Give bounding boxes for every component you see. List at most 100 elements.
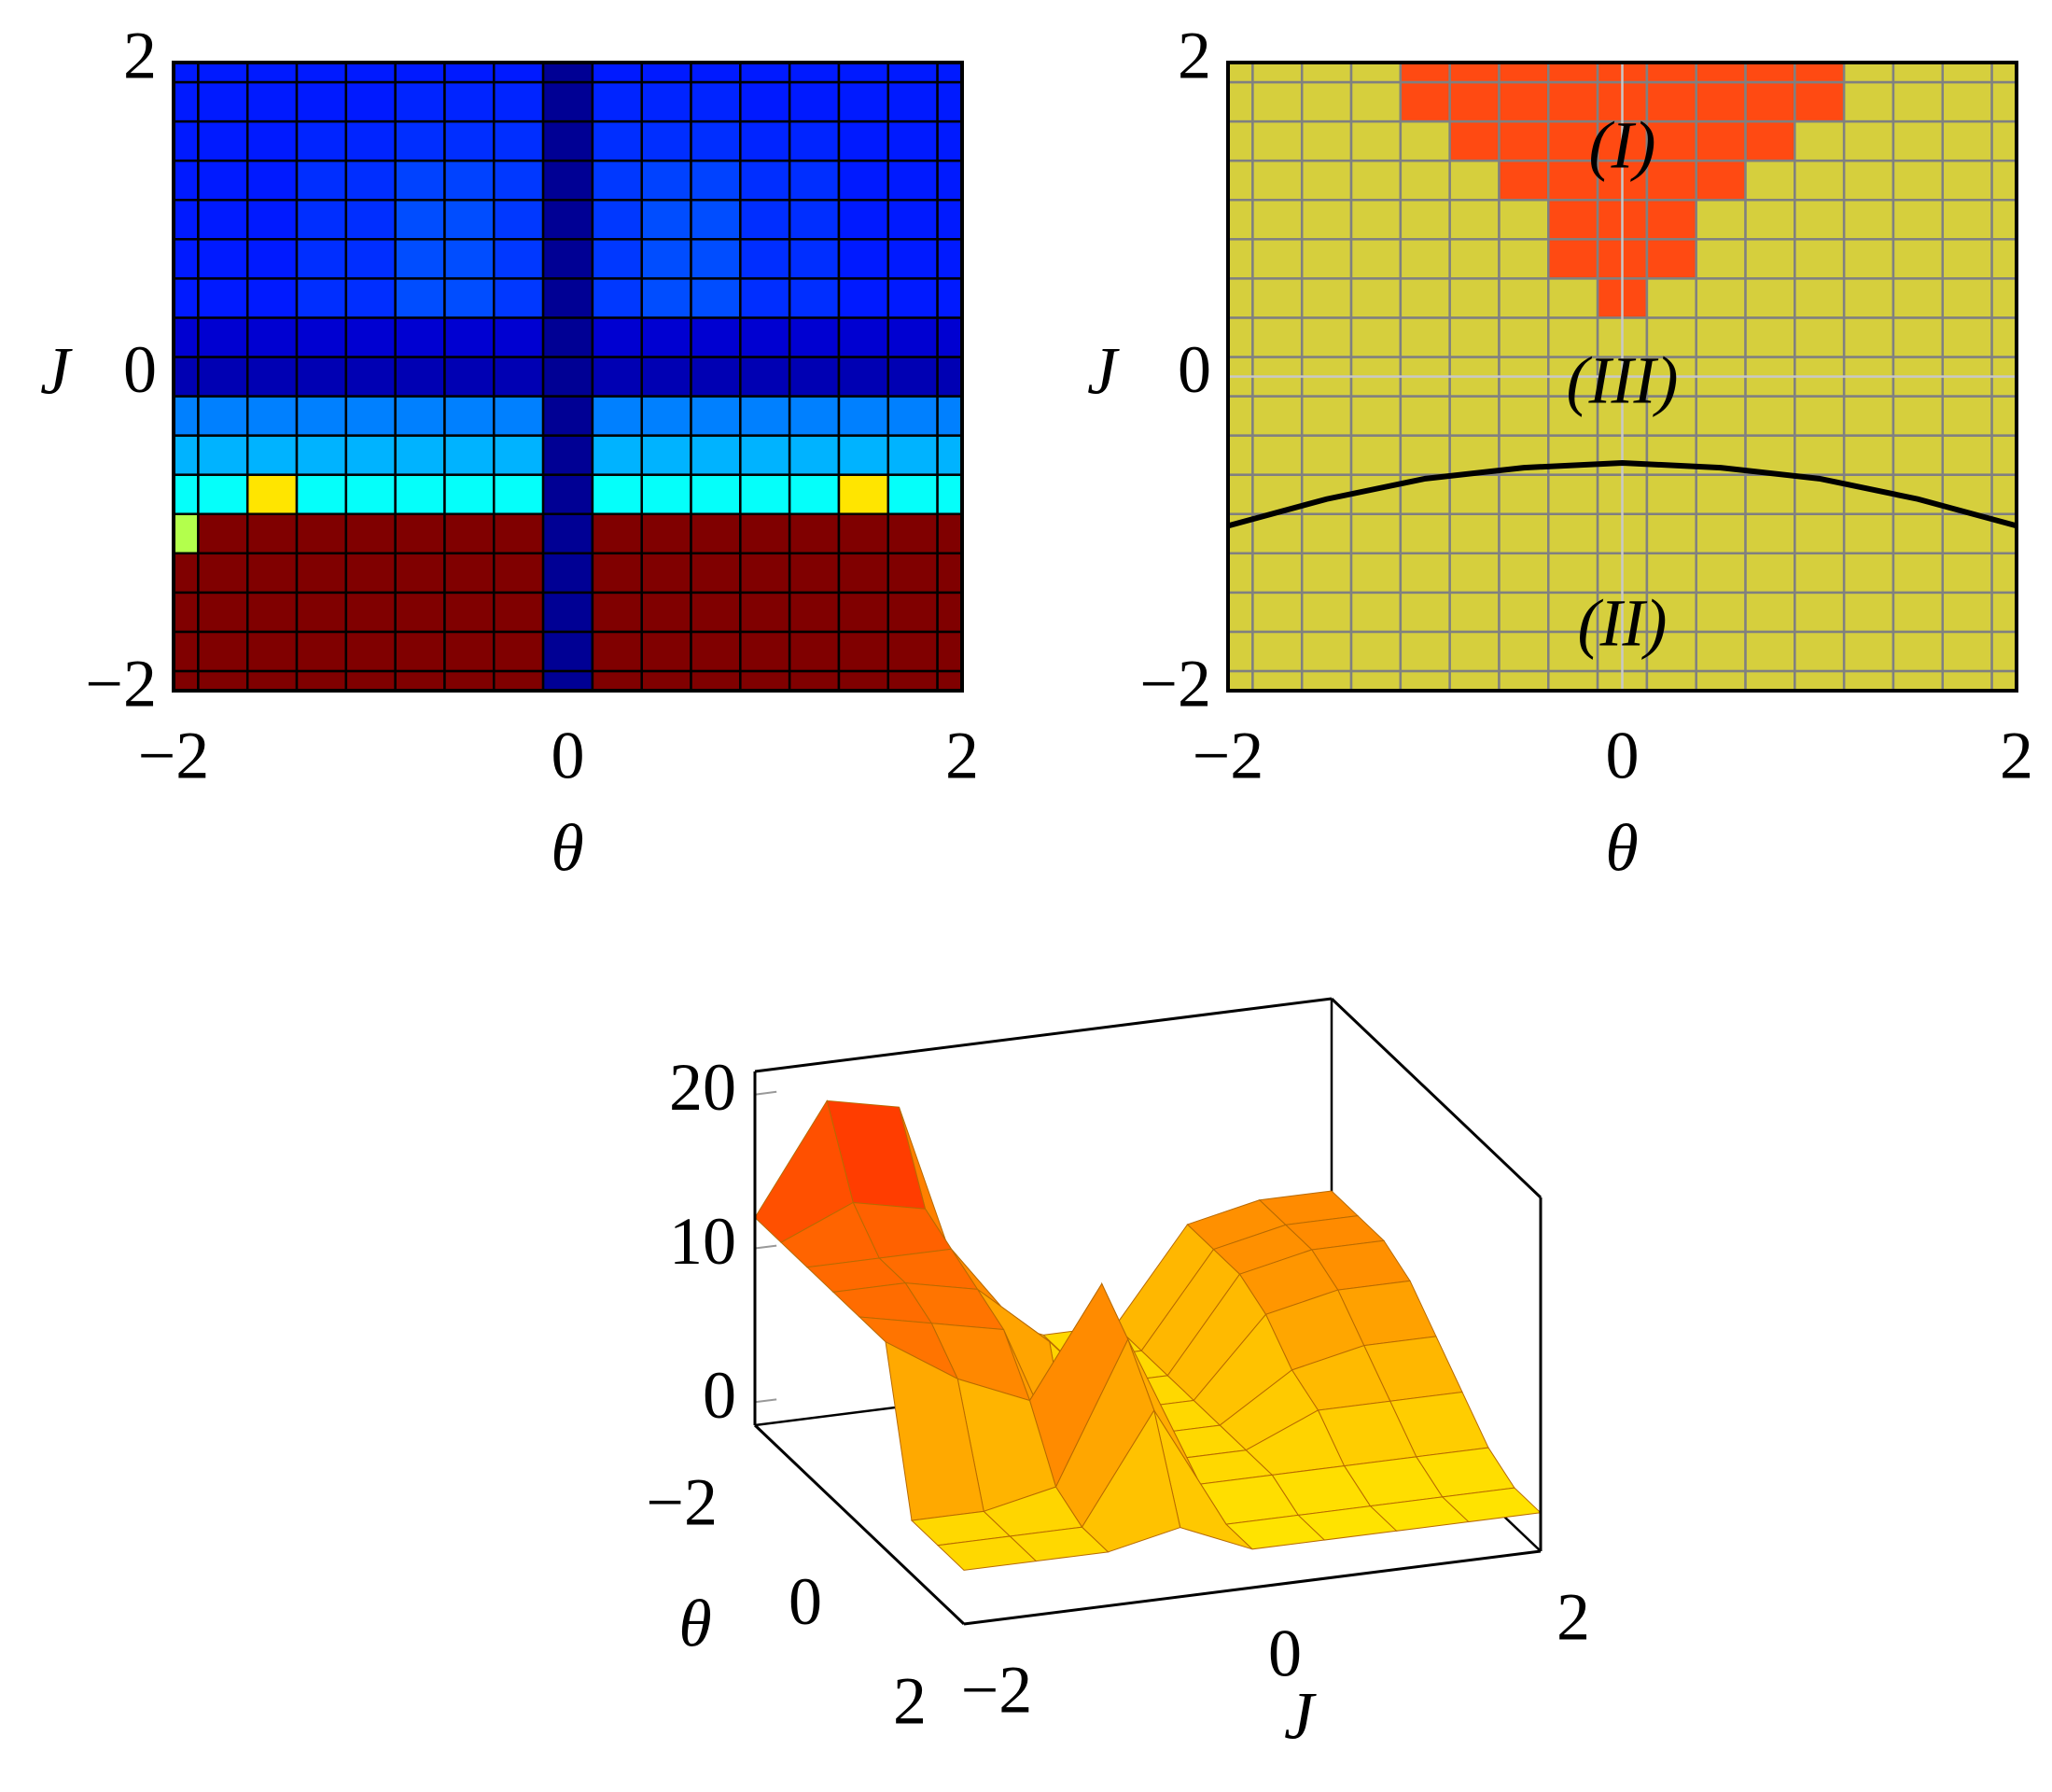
heatmap-cell bbox=[172, 552, 200, 595]
heatmap-cell bbox=[1300, 61, 1353, 84]
heatmap-cell bbox=[344, 669, 397, 693]
heatmap-cell bbox=[493, 159, 545, 202]
heatmap-cell bbox=[1645, 669, 1697, 693]
heatmap-cell bbox=[1226, 61, 1254, 84]
heatmap-cell bbox=[245, 356, 299, 398]
region-label: (II) bbox=[1578, 586, 1668, 661]
y-tick-label: 0 bbox=[123, 332, 157, 407]
heatmap-cell bbox=[197, 277, 249, 319]
heatmap-cell bbox=[493, 552, 545, 595]
heatmap-cell bbox=[344, 277, 397, 319]
heatmap-cell bbox=[690, 395, 742, 437]
heatmap-cell bbox=[788, 119, 841, 162]
heatmap-cell bbox=[1349, 198, 1403, 241]
heatmap-cell bbox=[1794, 80, 1846, 123]
heatmap-cell bbox=[1794, 61, 1846, 84]
heatmap-cell bbox=[1547, 512, 1599, 555]
heatmap-cell bbox=[591, 669, 643, 693]
heatmap-cell bbox=[245, 61, 299, 84]
heatmap-cell bbox=[443, 395, 496, 437]
heatmap-cell bbox=[245, 434, 299, 476]
heatmap-cell bbox=[936, 316, 964, 358]
heatmap-cell bbox=[541, 80, 594, 123]
heatmap-cell bbox=[1842, 552, 1895, 595]
heatmap-cell bbox=[295, 669, 348, 693]
heatmap-cell bbox=[1226, 316, 1254, 358]
heatmap-cell bbox=[1226, 669, 1254, 693]
heatmap-cell bbox=[1226, 119, 1254, 162]
heatmap-cell bbox=[1842, 61, 1895, 84]
heatmap-cell bbox=[1251, 552, 1304, 595]
heatmap-cell bbox=[1226, 552, 1254, 595]
heatmap-cell bbox=[1498, 395, 1550, 437]
heatmap-cell bbox=[245, 159, 299, 202]
heatmap-cell bbox=[591, 473, 643, 515]
heatmap-cell bbox=[886, 159, 939, 202]
heatmap-cell bbox=[1695, 61, 1747, 84]
heatmap-cell bbox=[1842, 277, 1895, 319]
heatmap-cell bbox=[1448, 512, 1501, 555]
heatmap-cell bbox=[394, 198, 446, 241]
heatmap-cell bbox=[1842, 119, 1895, 162]
heatmap-cell bbox=[245, 80, 299, 123]
heatmap-cell bbox=[1300, 277, 1353, 319]
heatmap-cell bbox=[591, 591, 643, 634]
heatmap-cell bbox=[1349, 119, 1403, 162]
heatmap-cell bbox=[344, 61, 397, 84]
x-tick-label: 2 bbox=[2000, 719, 2033, 793]
heatmap-cell bbox=[1251, 434, 1304, 476]
heatmap-cell bbox=[1498, 669, 1550, 693]
heatmap-cell bbox=[197, 198, 249, 241]
heatmap-cell bbox=[690, 277, 742, 319]
heatmap-cell bbox=[1842, 630, 1895, 673]
heatmap-cell bbox=[1990, 395, 2018, 437]
heatmap-cell bbox=[788, 159, 841, 202]
heatmap-cell bbox=[1349, 277, 1403, 319]
heatmap-cell bbox=[1794, 395, 1846, 437]
heatmap-cell bbox=[1399, 61, 1451, 84]
heatmap-cell bbox=[591, 512, 643, 555]
heatmap-cell bbox=[541, 61, 594, 84]
heatmap-cell bbox=[837, 80, 890, 123]
heatmap-cell bbox=[640, 61, 692, 84]
heatmap-cell bbox=[295, 591, 348, 634]
heatmap-cell bbox=[640, 277, 692, 319]
heatmap-cell bbox=[1349, 630, 1403, 673]
x-axis-label: θ bbox=[1605, 811, 1638, 886]
plot-frame bbox=[172, 61, 964, 693]
heatmap-cell bbox=[344, 473, 397, 515]
heatmap-cell bbox=[1794, 630, 1846, 673]
heatmap-cell bbox=[1941, 159, 1993, 202]
heatmap-cell bbox=[837, 238, 890, 280]
heatmap-cell bbox=[739, 591, 791, 634]
heatmap-cell bbox=[1300, 316, 1353, 358]
heatmap-cell bbox=[394, 316, 446, 358]
heatmap-cell bbox=[886, 356, 939, 398]
heatmap-cell bbox=[541, 356, 594, 398]
y-axis-label: J bbox=[40, 334, 73, 409]
heatmap-cell bbox=[1645, 512, 1697, 555]
heatmap-cell bbox=[690, 434, 742, 476]
heatmap-cell bbox=[172, 630, 200, 673]
heatmap-cell bbox=[936, 80, 964, 123]
heatmap-cell bbox=[788, 512, 841, 555]
heatmap-cell bbox=[493, 316, 545, 358]
heatmap-cell bbox=[394, 277, 446, 319]
heatmap-cell bbox=[245, 277, 299, 319]
heatmap-cell bbox=[1645, 277, 1697, 319]
heatmap-cell bbox=[172, 80, 200, 123]
heatmap-cell bbox=[172, 356, 200, 398]
heatmap-cell bbox=[1251, 80, 1304, 123]
heatmap-cell bbox=[690, 80, 742, 123]
heatmap-cell bbox=[1349, 591, 1403, 634]
heatmap-cell bbox=[1226, 591, 1254, 634]
heatmap-cell bbox=[493, 669, 545, 693]
heatmap-cell bbox=[1990, 119, 2018, 162]
heatmap-cell bbox=[493, 238, 545, 280]
z-tick-label: 10 bbox=[669, 1204, 736, 1279]
heatmap-cell bbox=[1842, 434, 1895, 476]
heatmap-cell bbox=[1695, 512, 1747, 555]
heatmap-cell bbox=[1498, 238, 1550, 280]
heatmap-cell bbox=[172, 198, 200, 241]
heatmap-cell bbox=[1645, 316, 1697, 358]
